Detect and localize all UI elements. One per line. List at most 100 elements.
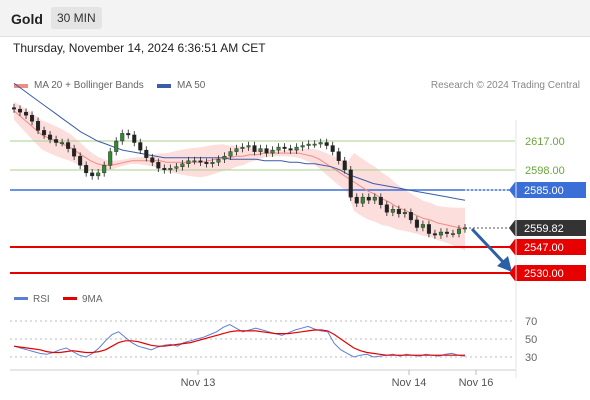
candle — [126, 133, 131, 136]
top-bar: Gold 30 MIN — [0, 0, 590, 37]
candle — [426, 224, 431, 234]
forecast-arrow-icon — [470, 227, 512, 272]
candle — [186, 160, 191, 164]
ma50-legend-label: MA 50 — [177, 80, 206, 91]
candle — [288, 148, 293, 151]
bollinger-band-fill — [14, 101, 465, 251]
ma50-line — [13, 82, 466, 201]
candle — [252, 145, 257, 152]
candle — [162, 168, 167, 171]
candle — [72, 148, 77, 157]
candle — [360, 196, 365, 204]
candle — [354, 196, 359, 204]
candle — [210, 162, 215, 164]
candle — [450, 233, 455, 235]
candle — [102, 165, 107, 174]
candle — [276, 146, 281, 151]
candle — [42, 130, 47, 136]
candle — [390, 209, 395, 213]
candle — [222, 155, 227, 160]
candle — [318, 142, 323, 145]
candle — [30, 115, 35, 122]
candle — [36, 121, 41, 131]
ma9-line — [13, 329, 465, 356]
candle — [108, 151, 113, 166]
candle — [78, 155, 83, 166]
pivot-label: 2585.00 — [524, 185, 564, 197]
pivot-label-pointer — [509, 182, 515, 198]
target-label-box — [515, 239, 586, 255]
target-label: 2547.00 — [524, 242, 564, 254]
candle — [204, 162, 209, 164]
target-label-pointer — [509, 265, 515, 281]
candle — [48, 134, 53, 140]
candle — [384, 204, 389, 213]
candle — [258, 148, 263, 152]
candle — [180, 163, 185, 167]
ma9-swatch — [63, 297, 77, 300]
price-labels: 2617.00 2598.00 2585.00 2559.82 2547.00 2530.… — [509, 136, 586, 281]
forecast-arrow-head — [497, 256, 512, 272]
resistance-label: 2598.00 — [525, 165, 565, 177]
candle — [150, 157, 155, 163]
ma9-legend-label: 9MA — [82, 294, 103, 305]
candle — [216, 159, 221, 163]
candle — [60, 142, 65, 144]
candle — [66, 142, 71, 149]
candle — [324, 142, 329, 146]
candle — [18, 108, 23, 113]
candle — [336, 151, 341, 161]
candle — [408, 212, 413, 221]
last-price-label: 2559.82 — [524, 223, 564, 235]
candle — [234, 148, 239, 152]
forecast-arrow-shaft — [470, 227, 507, 266]
candle — [432, 233, 437, 236]
ma20-legend: MA 20 + Bollinger Bands — [14, 80, 144, 91]
candle — [24, 111, 29, 116]
candle — [11, 107, 16, 110]
candle — [156, 162, 161, 169]
last-price-pointer — [509, 220, 515, 236]
target-label-box — [515, 265, 586, 281]
candle — [132, 134, 137, 143]
candle — [294, 146, 299, 151]
rsi-legend-label: RSI — [33, 294, 50, 305]
candle — [463, 227, 468, 230]
bollinger-band — [14, 101, 465, 251]
rsi-level-label: 50 — [525, 334, 537, 346]
candle — [282, 146, 287, 149]
x-tick-label: Nov 16 — [459, 377, 494, 389]
candle — [306, 143, 311, 146]
ma50-legend: MA 50 — [157, 80, 205, 91]
level-lines — [10, 140, 515, 274]
candle — [444, 231, 449, 234]
candle — [114, 140, 119, 152]
x-axis: Nov 13 Nov 14 Nov 16 — [10, 120, 517, 389]
ma20-swatch — [14, 83, 28, 88]
candle — [84, 165, 89, 174]
candle — [414, 219, 419, 228]
candle — [54, 139, 59, 143]
candle — [270, 149, 275, 154]
candle — [420, 224, 425, 228]
candle — [90, 172, 95, 177]
candle — [366, 196, 371, 201]
candle — [456, 228, 461, 234]
candle — [198, 160, 203, 163]
pivot-label-box — [515, 182, 586, 198]
candle — [120, 133, 125, 142]
candle — [264, 148, 269, 154]
candle — [342, 160, 347, 171]
symbol-title: Gold — [11, 11, 43, 27]
candle — [312, 143, 317, 146]
x-tick-label: Nov 14 — [392, 377, 427, 389]
ma20-legend-label: MA 20 + Bollinger Bands — [34, 80, 144, 91]
timeframe-badge[interactable]: 30 MIN — [51, 7, 102, 29]
candle — [240, 146, 245, 149]
candle — [330, 145, 335, 152]
rsi-swatch — [14, 297, 28, 300]
candle — [300, 145, 305, 148]
ma20-line — [13, 110, 466, 230]
target-label: 2530.00 — [524, 268, 564, 280]
